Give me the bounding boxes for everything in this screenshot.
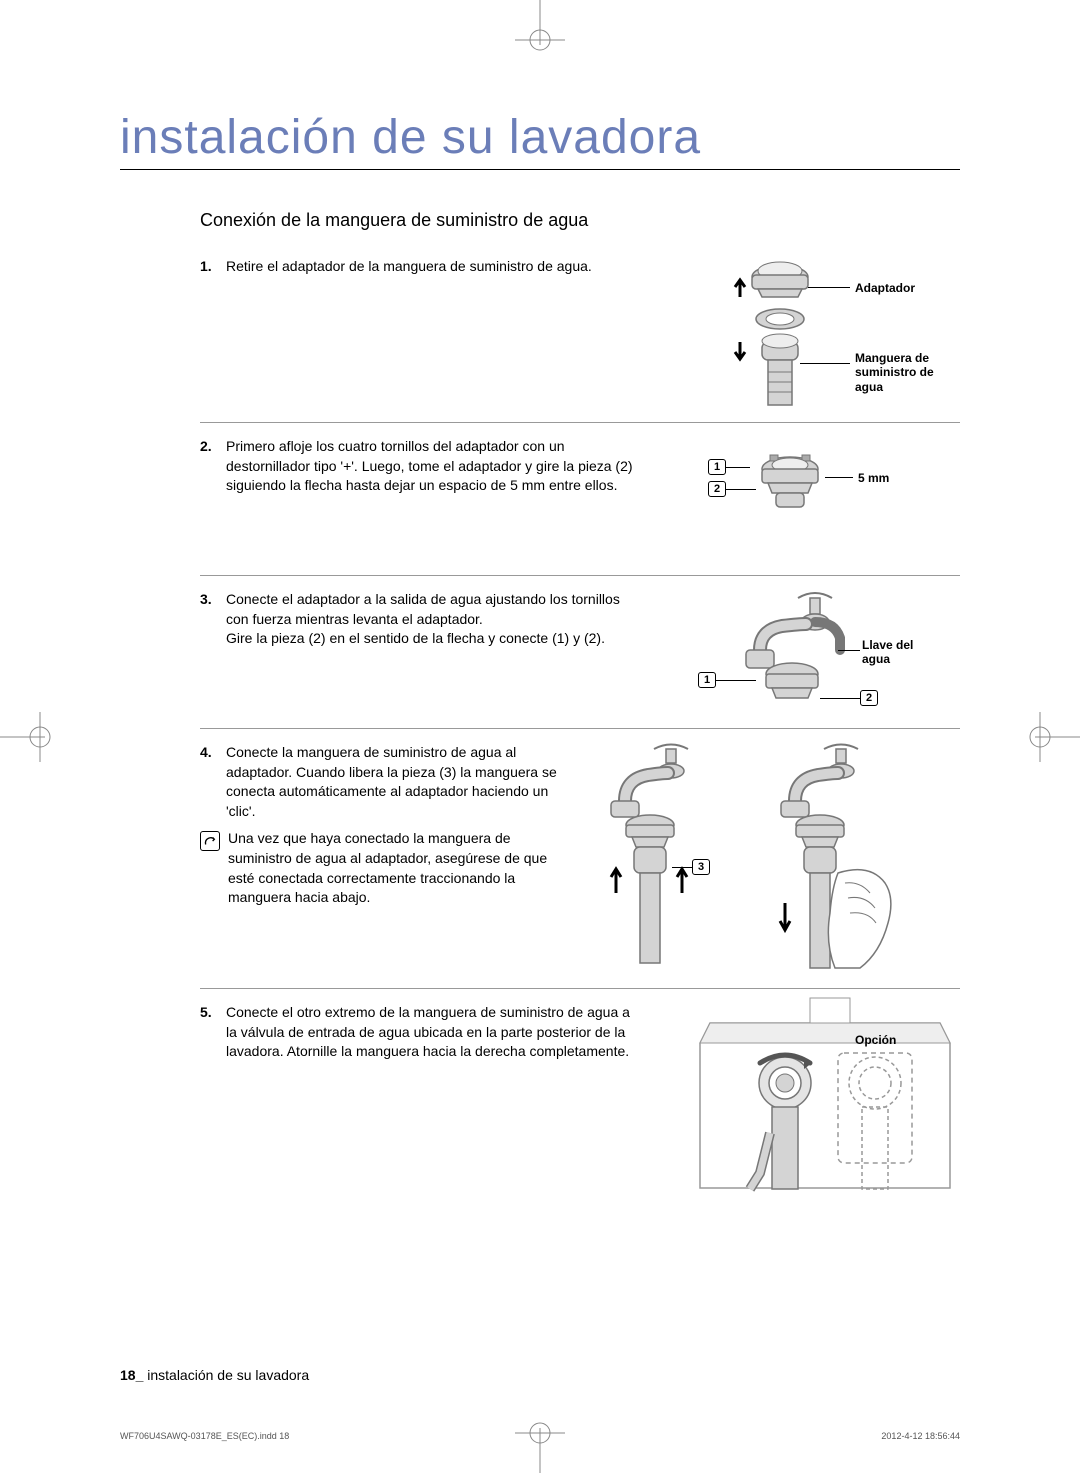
page-title: instalación de su lavadora <box>120 110 960 170</box>
note: Una vez que haya conectado la manguera d… <box>200 829 560 907</box>
callout-2: 2 <box>860 690 878 706</box>
step-text: Retire el adaptador de la manguera de su… <box>226 257 640 277</box>
imprint-timestamp: 2012-4-12 18:56:44 <box>881 1431 960 1441</box>
step-text: Primero afloje los cuatro tornillos del … <box>226 437 640 496</box>
callout-3: 3 <box>692 859 710 875</box>
step-1-illustration: Adaptador Manguera de suministro de agua <box>660 257 960 404</box>
imprint: WF706U4SAWQ-03178E_ES(EC).indd 18 2012-4… <box>120 1431 960 1441</box>
imprint-file: WF706U4SAWQ-03178E_ES(EC).indd 18 <box>120 1431 289 1441</box>
callout-1: 1 <box>708 459 726 475</box>
section-title: Conexión de la manguera de suministro de… <box>200 210 960 231</box>
footer-text: instalación de su lavadora <box>147 1367 309 1383</box>
step-number: 1. <box>200 257 218 277</box>
note-text: Una vez que haya conectado la manguera d… <box>228 829 560 907</box>
step-text-line1: Conecte el adaptador a la salida de agua… <box>226 591 620 627</box>
page-number: 18_ <box>120 1367 143 1383</box>
step-number: 4. <box>200 743 218 763</box>
step-1: 1. Retire el adaptador de la manguera de… <box>200 243 960 423</box>
step-text: Conecte el otro extremo de la manguera d… <box>226 1003 640 1062</box>
step-4-illustration: 3 <box>580 743 960 970</box>
step-number: 5. <box>200 1003 218 1023</box>
callout-2: 2 <box>708 481 726 497</box>
step-5-illustration: Opción <box>660 1003 960 1171</box>
step-3-illustration: 1 2 Llave del agua <box>660 590 960 710</box>
page: instalación de su lavadora Conexión de l… <box>0 0 1080 1473</box>
step-2: 2. Primero afloje los cuatro tornillos d… <box>200 423 960 576</box>
label-llave: Llave del agua <box>862 638 922 667</box>
content-area: Conexión de la manguera de suministro de… <box>120 210 960 1189</box>
label-adaptador: Adaptador <box>855 281 915 295</box>
label-manguera: Manguera de suministro de agua <box>855 351 945 394</box>
step-text-line2: Gire la pieza (2) en el sentido de la fl… <box>226 630 605 646</box>
step-text: Conecte la manguera de suministro de agu… <box>226 743 560 821</box>
step-2-illustration: 1 2 5 mm <box>660 437 960 557</box>
step-5: 5. Conecte el otro extremo de la manguer… <box>200 989 960 1189</box>
callout-1: 1 <box>698 672 716 688</box>
note-icon <box>200 831 220 851</box>
step-3: 3. Conecte el adaptador a la salida de a… <box>200 576 960 729</box>
label-gap: 5 mm <box>858 471 889 485</box>
step-text: Conecte el adaptador a la salida de agua… <box>226 590 640 649</box>
label-opcion: Opción <box>855 1033 896 1047</box>
page-footer: 18_ instalación de su lavadora <box>120 1367 309 1383</box>
step-number: 3. <box>200 590 218 610</box>
step-4: 4. Conecte la manguera de suministro de … <box>200 729 960 989</box>
step-number: 2. <box>200 437 218 457</box>
